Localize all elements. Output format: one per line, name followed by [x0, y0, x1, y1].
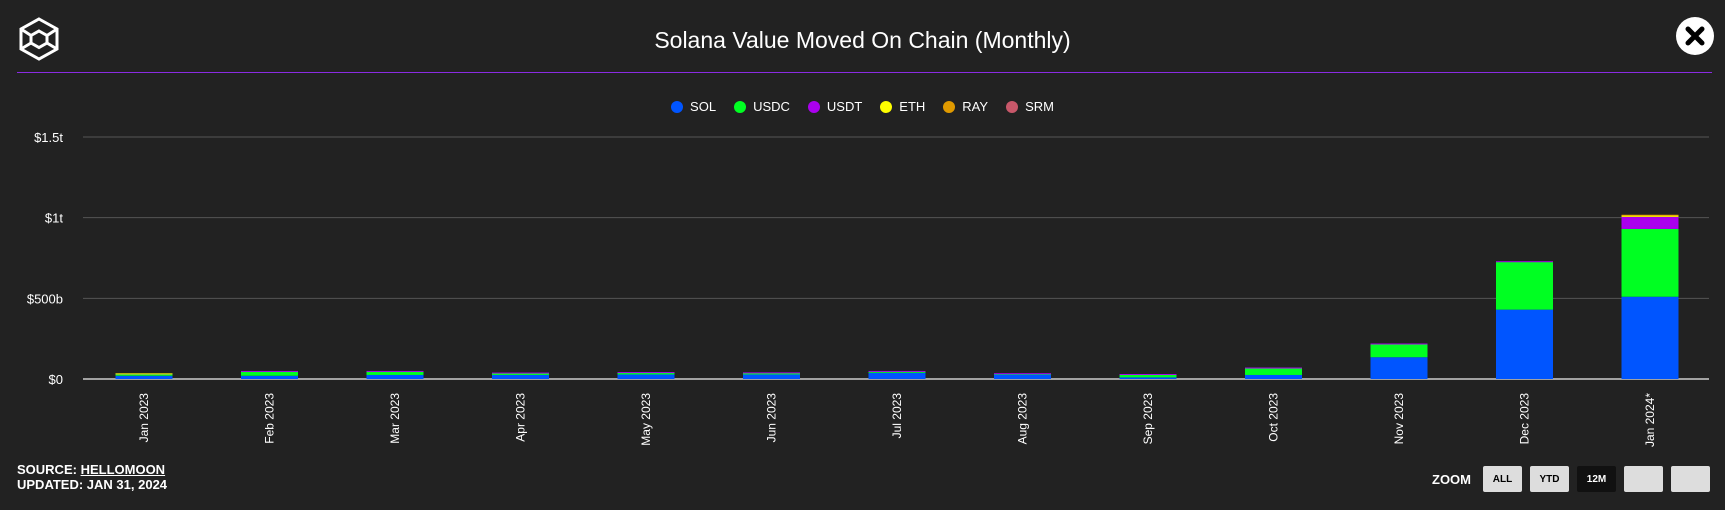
zoom-blank-button-1[interactable] [1624, 466, 1663, 492]
zoom-controls: ZOOM ALL YTD 12M [1432, 466, 1710, 492]
bar-segment-sol [1245, 374, 1302, 379]
zoom-blank-button-2[interactable] [1671, 466, 1710, 492]
bar-segment-sol [743, 374, 800, 379]
legend-label: SOL [690, 99, 717, 114]
zoom-12m-button[interactable]: 12M [1577, 466, 1616, 492]
zoom-all-button[interactable]: ALL [1483, 466, 1522, 492]
bar-segment-usdc [1370, 343, 1428, 358]
legend-item-srm[interactable]: SRM [1006, 99, 1054, 114]
y-tick-label: $500b [27, 291, 63, 306]
legend-swatch [943, 100, 956, 113]
y-tick-label: $1t [45, 211, 63, 226]
bar-segment-usdt [1621, 216, 1679, 229]
x-tick-label: Jul 2023 [890, 393, 904, 439]
legend-swatch [1006, 100, 1019, 113]
bar-segment-sol [1621, 296, 1679, 379]
source-label: SOURCE: [17, 462, 77, 477]
legend-item-eth[interactable]: ETH [880, 99, 925, 114]
x-tick-label: Jun 2023 [765, 393, 779, 443]
bar-segment-eth [1621, 215, 1679, 217]
x-tick-label: Apr 2023 [514, 393, 528, 442]
bar-segment-usdc [868, 371, 926, 373]
bar-segment-usdc [492, 373, 549, 375]
bar-segment-eth [115, 373, 173, 375]
cube-logo-icon[interactable] [17, 17, 61, 61]
legend-item-usdc[interactable]: USDC [734, 99, 790, 114]
bar-segment-usdc [617, 372, 675, 375]
y-tick-label: $1.5t [34, 130, 63, 145]
x-tick-label: Feb 2023 [263, 393, 277, 444]
bar-segment-sol [868, 372, 926, 379]
bar-segment-usdc [1496, 262, 1553, 310]
bar-segment-sol [617, 374, 675, 379]
bar-segment-sol [492, 374, 549, 379]
y-tick-label: $0 [49, 372, 63, 387]
x-tick-label: Mar 2023 [388, 393, 402, 444]
x-tick-label: Jan 2023 [137, 393, 151, 443]
close-x-icon [1685, 26, 1705, 46]
bar-segment-usdc [366, 371, 424, 375]
bar-segment-sol [241, 375, 298, 379]
bar-segment-sol [1370, 357, 1428, 379]
legend-label: USDT [826, 99, 863, 114]
chart-legend: SOL USDC USDT ETH RAY SRM [0, 99, 1725, 114]
legend-label: USDC [753, 99, 790, 114]
x-tick-label: Sep 2023 [1141, 393, 1155, 445]
bar-segment-usdt [994, 373, 1051, 375]
bar-segment-usdc [1119, 374, 1177, 378]
legend-item-sol[interactable]: SOL [671, 99, 716, 114]
zoom-label: ZOOM [1432, 471, 1471, 487]
legend-swatch [807, 100, 820, 113]
bar-segment-usdt [492, 372, 549, 374]
header-divider [17, 72, 1712, 73]
x-tick-label: Jan 2024* [1643, 393, 1657, 447]
legend-item-ray[interactable]: RAY [943, 99, 988, 114]
x-tick-label: Aug 2023 [1016, 393, 1030, 445]
bar-segment-usdt [617, 372, 675, 374]
source-link[interactable]: HELLOMOON [80, 462, 166, 477]
chart-title: Solana Value Moved On Chain (Monthly) [654, 27, 1071, 53]
bar-segment-sol [1119, 377, 1177, 379]
bar-segment-usdc [1621, 228, 1679, 297]
zoom-ytd-button[interactable]: YTD [1530, 466, 1569, 492]
bar-segment-sol [1496, 309, 1553, 379]
legend-swatch [880, 100, 893, 113]
bar-segment-ray [1621, 214, 1679, 216]
x-tick-label: Oct 2023 [1267, 393, 1281, 442]
bar-segment-sol [366, 374, 424, 379]
x-tick-label: May 2023 [639, 393, 653, 446]
legend-swatch [671, 100, 684, 113]
legend-item-usdt[interactable]: USDT [807, 99, 863, 114]
x-tick-label: Nov 2023 [1392, 393, 1406, 445]
bar-segment-usdt [868, 370, 926, 372]
bar-segment-usdc [1245, 367, 1302, 375]
bar-segment-usdt [1245, 367, 1302, 369]
legend-label: SRM [1025, 99, 1054, 114]
bar-segment-usdt [241, 370, 298, 372]
legend-label: ETH [899, 99, 926, 114]
bar-segment-sol [994, 374, 1051, 379]
bar-segment-usdc [115, 373, 173, 376]
bar-segment-usdc [241, 371, 298, 376]
bar-segment-usdt [366, 370, 424, 372]
close-button[interactable] [1676, 17, 1714, 55]
bar-segment-usdc [743, 372, 800, 375]
legend-label: RAY [962, 99, 989, 114]
bar-segment-sol [115, 375, 173, 379]
bar-segment-usdt [1370, 343, 1428, 345]
updated-date: UPDATED: JAN 31, 2024 [17, 477, 168, 492]
source-info: SOURCE: HELLOMOON UPDATED: JAN 31, 2024 [17, 462, 167, 492]
x-tick-label: Dec 2023 [1518, 393, 1532, 445]
legend-swatch [734, 100, 747, 113]
stacked-bar-chart: $0 $500b $1t $1.5t Jan 2023 Feb 2023 Mar 2023 A… [27, 130, 1709, 447]
bar-segment-usdt [1496, 261, 1553, 263]
bar-segment-usdt [743, 372, 800, 374]
bar-segment-usdt [1119, 373, 1177, 375]
